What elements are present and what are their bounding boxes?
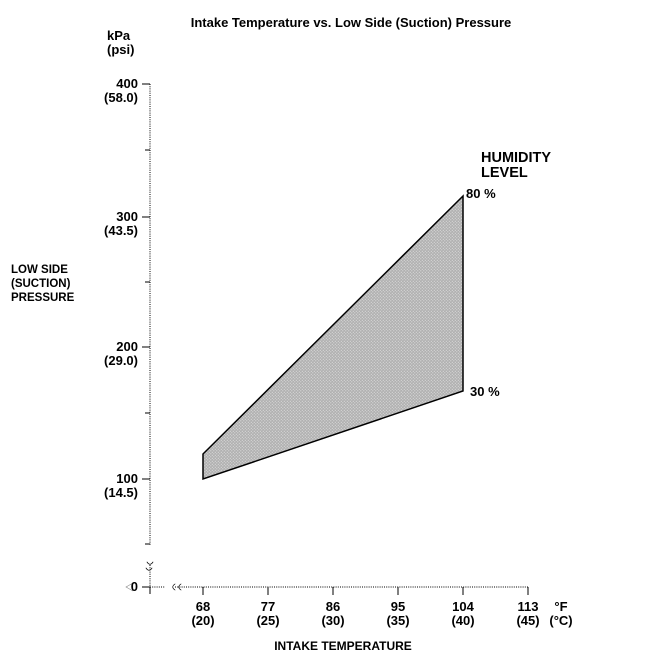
svg-text:200: 200 [116, 339, 138, 354]
svg-text:Intake Temperature vs. Low Sid: Intake Temperature vs. Low Side (Suction… [191, 15, 512, 30]
svg-text:(35): (35) [386, 613, 409, 628]
svg-text:(SUCTION): (SUCTION) [11, 278, 71, 290]
svg-text:(40): (40) [451, 613, 474, 628]
svg-text:(20): (20) [191, 613, 214, 628]
svg-text:PRESSURE: PRESSURE [11, 292, 75, 304]
svg-text:113: 113 [518, 599, 539, 614]
svg-text:(58.0): (58.0) [104, 90, 138, 105]
svg-text:°F: °F [554, 599, 567, 614]
svg-text:LEVEL: LEVEL [481, 165, 528, 181]
svg-text:(30): (30) [321, 613, 344, 628]
svg-text:(25): (25) [256, 613, 279, 628]
svg-text:(14.5): (14.5) [104, 485, 138, 500]
svg-text:104: 104 [452, 599, 474, 614]
svg-text:(psi): (psi) [107, 42, 134, 57]
svg-text:0: 0 [131, 579, 138, 594]
svg-text:86: 86 [326, 599, 340, 614]
svg-text:(°C): (°C) [549, 613, 572, 628]
svg-text:kPa: kPa [107, 28, 131, 43]
svg-text:95: 95 [391, 599, 405, 614]
svg-text:INTAKE TEMPERATURE: INTAKE TEMPERATURE [274, 639, 412, 653]
svg-text:(45): (45) [516, 613, 539, 628]
svg-text:(29.0): (29.0) [104, 353, 138, 368]
svg-text:HUMIDITY: HUMIDITY [481, 150, 551, 166]
svg-text:30 %: 30 % [470, 384, 500, 399]
svg-text:80 %: 80 % [466, 186, 496, 201]
svg-text:77: 77 [261, 599, 275, 614]
svg-text:400: 400 [116, 76, 138, 91]
svg-text:300: 300 [116, 209, 138, 224]
svg-text:68: 68 [196, 599, 210, 614]
svg-text:(43.5): (43.5) [104, 223, 138, 238]
svg-text:LOW SIDE: LOW SIDE [11, 264, 68, 276]
svg-text:100: 100 [116, 471, 138, 486]
